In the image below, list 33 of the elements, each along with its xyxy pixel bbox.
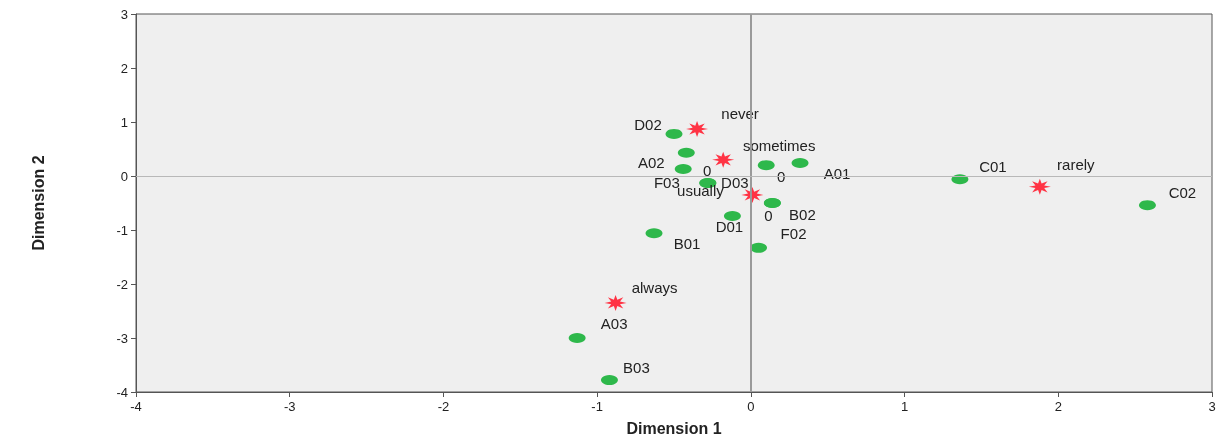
data-label: D02 [634, 116, 662, 134]
data-label: D01 [715, 218, 744, 236]
data-label: F02 [780, 225, 807, 243]
data-label: B02 [789, 205, 816, 223]
y-tick-label: -2 [116, 276, 128, 292]
data-label: rarely [1057, 156, 1096, 174]
y-tick-label: -1 [116, 222, 128, 238]
x-tick-label: 0 [747, 399, 755, 414]
data-label: B01 [673, 234, 701, 252]
data-label: B03 [623, 358, 650, 376]
x-tick-label: -4 [130, 399, 142, 414]
y-tick-label: 2 [120, 60, 128, 76]
data-label: always [631, 279, 678, 297]
y-tick-label: 0 [120, 168, 128, 184]
y-tick-label: 1 [120, 114, 128, 130]
x-axis-title: Dimension 1 [626, 419, 722, 437]
data-label: A02 [637, 154, 665, 172]
y-tick-label: -3 [116, 330, 128, 346]
x-tick-label: 2 [1054, 399, 1062, 414]
y-axis-title: Dimension 2 [29, 155, 47, 251]
data-label: sometimes [742, 137, 816, 155]
x-tick-label: -1 [591, 399, 603, 414]
y-tick-label: -4 [116, 384, 128, 400]
y-tick-label: 3 [120, 6, 128, 22]
data-label: C02 [1168, 183, 1197, 201]
x-tick-label: 3 [1208, 399, 1216, 414]
x-tick-label: 1 [900, 399, 909, 414]
x-tick-label: -3 [283, 399, 296, 414]
data-label: C01 [979, 157, 1007, 175]
data-label: 0 [703, 162, 712, 180]
x-tick-label: -2 [437, 399, 450, 414]
data-label: A03 [600, 314, 628, 332]
data-label: 0 [764, 206, 773, 224]
